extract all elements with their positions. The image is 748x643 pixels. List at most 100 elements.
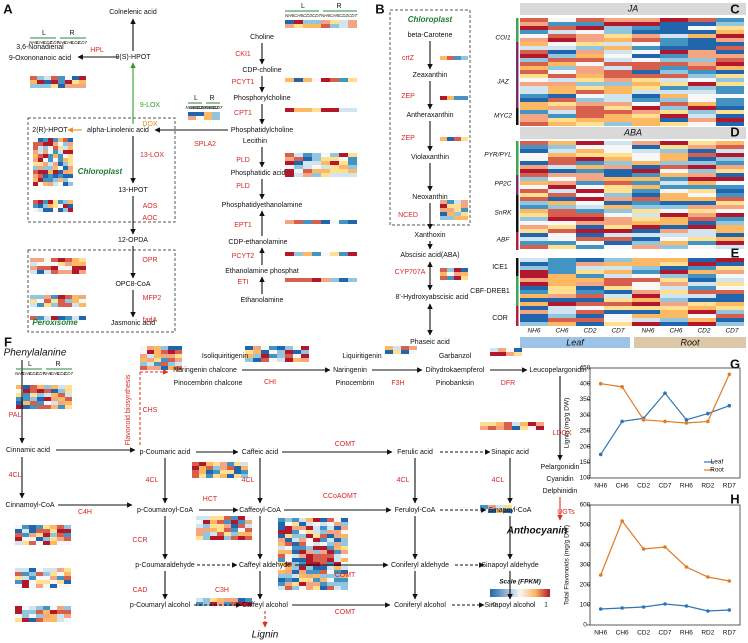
heat-cell xyxy=(53,170,58,174)
heat-cell xyxy=(688,122,716,126)
heat-cell xyxy=(313,570,320,574)
heat-cell xyxy=(576,149,604,153)
heat-cell xyxy=(576,314,604,318)
label: CD7 xyxy=(725,328,738,335)
heat-cell xyxy=(65,258,72,262)
heat-cell xyxy=(576,22,604,26)
heat-cell xyxy=(58,138,63,142)
heat-cell xyxy=(334,582,341,586)
ja-header xyxy=(520,3,746,15)
heat-cell xyxy=(44,270,51,274)
heat-cell xyxy=(33,178,38,182)
label: alpha-Linolenic acid xyxy=(87,127,149,134)
heat-cell xyxy=(313,522,320,526)
heatmap xyxy=(140,346,182,370)
heatmap xyxy=(16,385,72,409)
heat-cell xyxy=(292,546,299,550)
heat-cell xyxy=(306,550,313,554)
heat-cell xyxy=(688,221,716,225)
label: PCYT1 xyxy=(232,79,255,86)
heat-cell xyxy=(716,114,744,118)
heat-cell xyxy=(716,62,744,66)
heat-cell xyxy=(348,157,357,161)
label: Garbanzol xyxy=(439,353,472,360)
heat-cell xyxy=(285,586,292,590)
heat-cell xyxy=(29,541,36,545)
point xyxy=(706,411,710,416)
label: AOS xyxy=(143,203,158,210)
label: Caffeoyl-CoA xyxy=(239,507,281,514)
heat-cell xyxy=(306,534,313,538)
heat-cell xyxy=(327,546,334,550)
heat-cell xyxy=(72,258,79,262)
heat-cell xyxy=(498,352,506,356)
heat-cell xyxy=(604,262,632,266)
heat-cell xyxy=(196,598,203,602)
heat-cell xyxy=(320,518,327,522)
heat-cell xyxy=(548,302,576,306)
heat-cell xyxy=(660,233,688,237)
heat-cell xyxy=(285,578,292,582)
heat-cell xyxy=(294,173,303,177)
heat-cell xyxy=(303,220,312,224)
heat-cell xyxy=(604,173,632,177)
heat-cell xyxy=(43,614,50,618)
heat-cell xyxy=(15,618,22,622)
heat-cell xyxy=(604,54,632,58)
heat-cell xyxy=(168,346,175,350)
heatmap xyxy=(490,348,522,356)
point xyxy=(620,606,624,610)
heat-cell xyxy=(161,362,168,366)
heat-cell xyxy=(341,558,348,562)
heat-cell xyxy=(154,362,161,366)
heat-cell xyxy=(245,532,252,536)
heat-cell xyxy=(632,74,660,78)
heat-cell xyxy=(688,62,716,66)
heat-cell xyxy=(63,166,68,170)
heat-cell xyxy=(44,299,51,303)
heat-cell xyxy=(716,106,744,110)
label: H xyxy=(730,491,739,506)
label: Choline xyxy=(250,34,274,41)
label: CH6 xyxy=(294,13,303,18)
heat-cell xyxy=(306,554,313,558)
heat-cell xyxy=(303,153,312,157)
heat-cell xyxy=(604,90,632,94)
heat-cell xyxy=(334,542,341,546)
label: E xyxy=(731,245,740,260)
heat-cell xyxy=(50,541,57,545)
heat-cell xyxy=(520,66,548,70)
heat-cell xyxy=(29,580,36,584)
heat-cell xyxy=(278,562,285,566)
heat-cell xyxy=(688,298,716,302)
heat-cell xyxy=(36,572,43,576)
heat-cell xyxy=(238,516,245,520)
heat-cell xyxy=(632,106,660,110)
heatmap xyxy=(15,568,71,588)
heat-cell xyxy=(660,149,688,153)
heat-cell xyxy=(234,466,241,470)
heat-cell xyxy=(234,462,241,466)
x-tick-label: RH6 xyxy=(680,630,693,637)
heat-cell xyxy=(306,566,313,570)
heat-cell xyxy=(520,229,548,233)
heat-cell xyxy=(632,98,660,102)
label: Leucopelargonidin xyxy=(529,367,586,374)
label: Caffeic acid xyxy=(242,449,279,456)
y-tick-label: 400 xyxy=(580,380,591,387)
label: 4CL xyxy=(492,477,505,484)
heat-cell xyxy=(576,145,604,149)
heat-cell xyxy=(660,165,688,169)
heat-cell xyxy=(57,606,64,610)
heat-cell xyxy=(688,225,716,229)
heat-cell xyxy=(341,550,348,554)
heat-cell xyxy=(490,348,498,352)
heat-cell xyxy=(306,522,313,526)
heat-cell xyxy=(51,84,58,88)
heat-cell xyxy=(234,470,241,474)
heat-cell xyxy=(269,354,277,358)
heat-cell xyxy=(576,62,604,66)
heat-cell xyxy=(292,566,299,570)
heat-cell xyxy=(401,346,409,350)
heat-cell xyxy=(292,578,299,582)
